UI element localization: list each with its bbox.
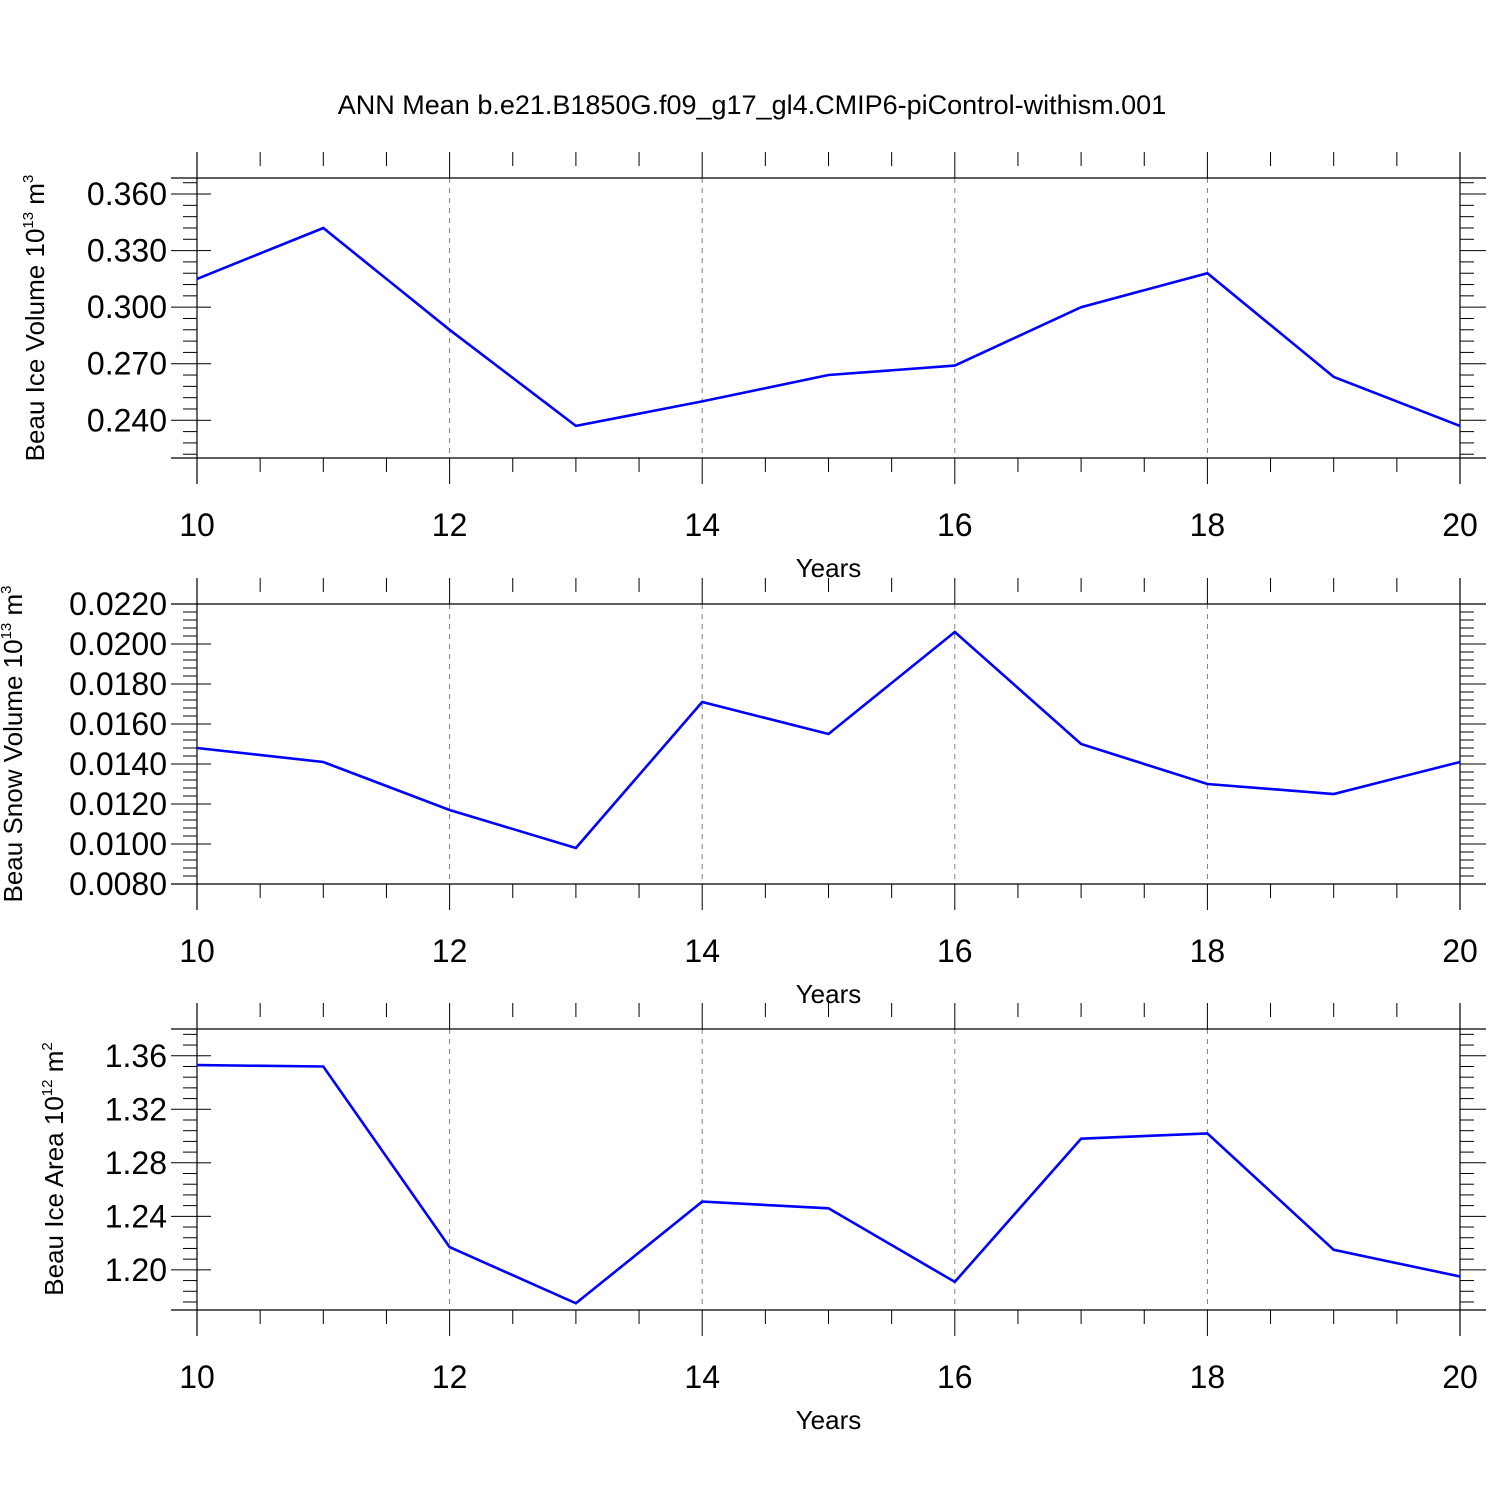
y-axis-title-part: Beau Ice Area 10 (39, 1096, 69, 1295)
panels: 10 12 14 16 18 20 Years 0.240 0.270 0.300 0.330 0.3… (0, 152, 1486, 1435)
y-tick-label: 0.360 (87, 176, 167, 212)
y-axis-title-superscript: 12 (39, 1080, 56, 1097)
y-tick-label: 1.32 (105, 1091, 167, 1127)
y-tick-label: 1.20 (105, 1252, 167, 1288)
panel-1: 10 12 14 16 18 20Years0.2400.2700.3000.3300.3… (20, 152, 1486, 583)
y-axis-title: Beau Ice Volume 1013 m3 (20, 175, 50, 462)
x-tick-label: 20 (1442, 1359, 1478, 1395)
y-axis-title-superscript: 13 (0, 623, 15, 640)
x-tick-label: 20 (1442, 507, 1478, 543)
y-tick-label: 0.240 (87, 402, 167, 438)
y-axis-title-superscript: 2 (39, 1042, 56, 1050)
y-tick-label: 1.24 (105, 1198, 167, 1234)
y-tick-label: 0.0180 (69, 666, 167, 702)
y-axis-title-superscript: 13 (20, 212, 37, 229)
x-tick-label: 14 (684, 507, 720, 543)
x-tick-label: 10 (179, 507, 215, 543)
panel-2: 10 12 14 16 18 20Years0.00800.01000.01200.014… (0, 578, 1486, 1009)
x-tick-label: 16 (937, 1359, 973, 1395)
x-tick-label: 18 (1190, 507, 1226, 543)
y-tick-label: 1.28 (105, 1145, 167, 1181)
y-tick-label: 0.270 (87, 346, 167, 382)
y-axis-title-part: Beau Snow Volume 10 (0, 639, 28, 902)
y-tick-label: 0.0220 (69, 586, 167, 622)
x-axis-title: Years (796, 1405, 862, 1435)
x-tick-label: 12 (432, 507, 468, 543)
y-axis-title-part: m (20, 183, 50, 212)
x-tick-label: 14 (684, 1359, 720, 1395)
x-tick-label: 14 (684, 933, 720, 969)
y-tick-label: 0.330 (87, 233, 167, 269)
y-tick-label: 0.300 (87, 289, 167, 325)
figure-title: ANN Mean b.e21.B1850G.f09_g17_gl4.CMIP6-… (338, 90, 1166, 120)
x-tick-label: 18 (1190, 933, 1226, 969)
y-axis-title-part: m (0, 594, 28, 623)
x-tick-label: 10 (179, 1359, 215, 1395)
x-tick-label: 12 (432, 1359, 468, 1395)
series-line (196, 630, 1461, 850)
series-line (196, 226, 1461, 428)
y-tick-label: 0.0140 (69, 746, 167, 782)
x-tick-label: 20 (1442, 933, 1478, 969)
x-tick-label: 16 (937, 933, 973, 969)
y-tick-label: 0.0200 (69, 626, 167, 662)
y-axis-title: Beau Ice Area 1012 m2 (39, 1042, 69, 1295)
y-axis-title: Beau Snow Volume 1013 m3 (0, 586, 28, 903)
panel-3: 10 12 14 16 18 20 Years 1.20 1.24 1.28 1.32 1.36 Bea… (39, 1003, 1486, 1435)
x-tick-label: 16 (937, 507, 973, 543)
y-tick-label: 0.0160 (69, 706, 167, 742)
y-axis-title-superscript: 3 (20, 175, 37, 183)
y-tick-label: 0.0100 (69, 826, 167, 862)
series-line (196, 1063, 1461, 1305)
x-tick-label: 12 (432, 933, 468, 969)
y-tick-label: 0.0120 (69, 786, 167, 822)
x-tick-label: 18 (1190, 1359, 1226, 1395)
y-axis-title-superscript: 3 (0, 586, 15, 594)
y-axis-title-part: m (39, 1051, 69, 1080)
y-axis-title-part: Beau Ice Volume 10 (20, 229, 50, 462)
y-tick-label: 0.0080 (69, 866, 167, 902)
y-tick-label: 1.36 (105, 1038, 167, 1074)
x-tick-label: 10 (179, 933, 215, 969)
